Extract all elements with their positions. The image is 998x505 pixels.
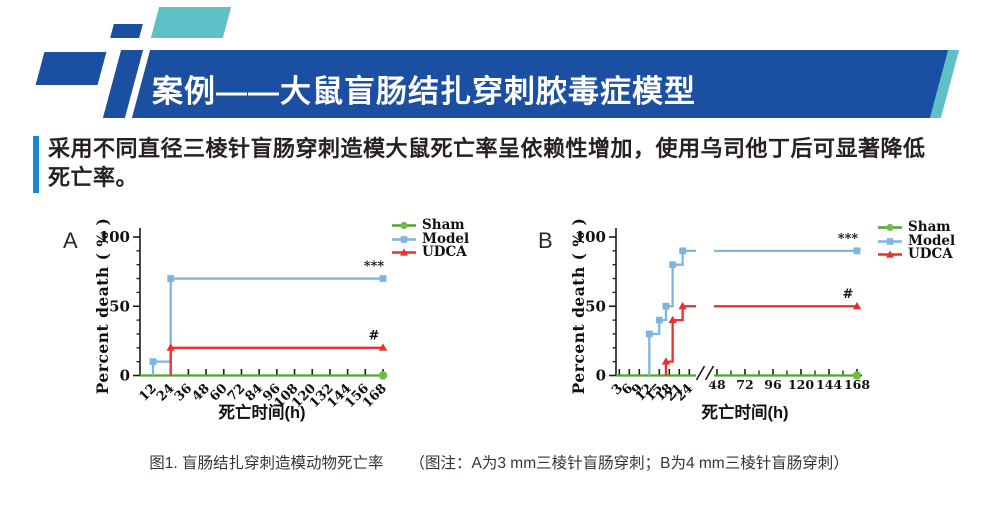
svg-text:死亡时间(h): 死亡时间(h)	[701, 402, 788, 422]
model-marker-icon	[878, 237, 902, 245]
sham-marker-icon	[392, 222, 416, 230]
svg-text:0: 0	[120, 367, 130, 385]
svg-text:Percent death ( % ): Percent death ( % )	[93, 218, 112, 395]
summary-accent-bar	[33, 136, 39, 193]
model-marker-icon	[392, 235, 416, 243]
svg-text:#: #	[843, 287, 854, 302]
svg-text:96: 96	[764, 377, 782, 392]
svg-text:死亡时间(h): 死亡时间(h)	[218, 402, 305, 422]
survival-chart-a: 0501001224364860728496108120132144156168…	[63, 218, 390, 422]
svg-text:50: 50	[109, 297, 130, 315]
deco-parallelogram-big-blue	[35, 52, 107, 85]
legend-item-model: Model	[391, 232, 469, 245]
deco-parallelogram-small-blue	[110, 24, 143, 38]
legend-chart-b: Sham Model UDCA	[877, 219, 955, 262]
svg-text:#: #	[369, 328, 380, 343]
page-title: 案例——大鼠盲肠结扎穿刺脓毒症模型	[152, 74, 696, 109]
summary-line-1: 采用不同直径三棱针盲肠穿刺造模大鼠死亡率呈依赖性增加，使用乌司他丁后可显著降低	[48, 136, 926, 161]
sham-marker-icon	[878, 224, 902, 232]
svg-text:B: B	[538, 228, 553, 253]
legend-label: Sham	[422, 217, 465, 234]
legend-label: Sham	[908, 219, 951, 236]
figure-caption-note: （图注：A为3 mm三棱针盲肠穿刺；B为4 mm三棱针盲肠穿刺）	[409, 455, 849, 472]
svg-text:***: ***	[364, 259, 385, 274]
svg-text:A: A	[63, 228, 78, 253]
legend-label: UDCA	[422, 243, 467, 260]
summary-text: 采用不同直径三棱针盲肠穿刺造模大鼠死亡率呈依赖性增加，使用乌司他丁后可显著降低 …	[48, 134, 926, 192]
legend-item-model: Model	[877, 234, 955, 247]
svg-text:0: 0	[596, 367, 606, 385]
summary-line-2: 死亡率。	[48, 165, 139, 190]
svg-text:72: 72	[736, 377, 753, 392]
legend-item-sham: Sham	[391, 217, 469, 234]
svg-text:100: 100	[99, 228, 130, 246]
figure-caption-label: 图1. 盲肠结扎穿刺造模动物死亡率	[149, 455, 384, 472]
svg-text:Percent death ( % ): Percent death ( % )	[569, 218, 588, 395]
udca-marker-icon	[878, 250, 902, 258]
figure-caption: 图1. 盲肠结扎穿刺造模动物死亡率 （图注：A为3 mm三棱针盲肠穿刺；B为4 m…	[0, 451, 998, 473]
legend-item-udca: UDCA	[877, 245, 955, 262]
svg-text:120: 120	[788, 377, 814, 392]
legend-chart-a: Sham Model UDCA	[391, 217, 469, 260]
legend-label: Model	[908, 232, 956, 249]
svg-text:50: 50	[585, 297, 606, 315]
legend-item-sham: Sham	[877, 219, 955, 236]
svg-text:***: ***	[838, 231, 859, 246]
legend-label: UDCA	[908, 245, 953, 262]
svg-text:168: 168	[844, 377, 870, 392]
svg-text:144: 144	[816, 377, 842, 392]
legend-label: Model	[422, 230, 470, 247]
legend-item-udca: UDCA	[391, 243, 469, 260]
udca-marker-icon	[392, 248, 416, 256]
svg-text:100: 100	[575, 228, 606, 246]
deco-parallelogram-teal	[150, 7, 232, 38]
